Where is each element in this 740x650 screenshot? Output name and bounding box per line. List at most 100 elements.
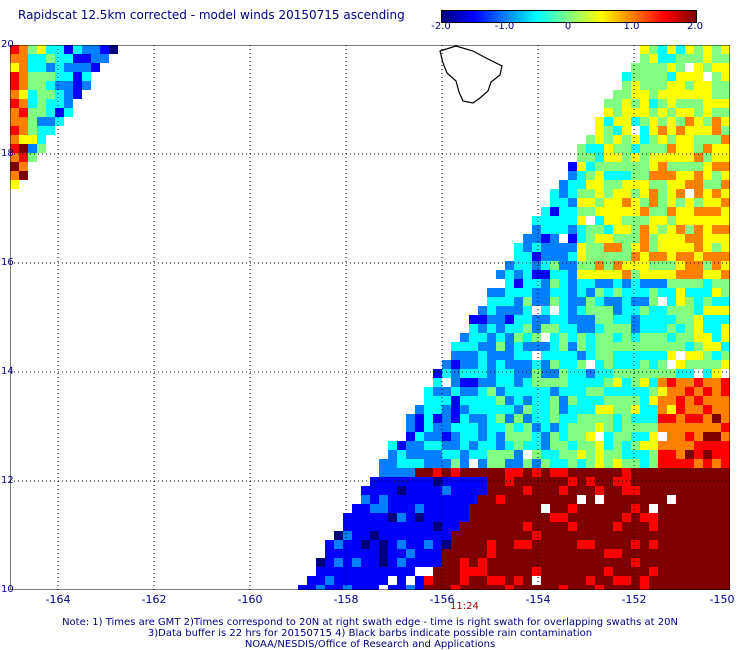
wind-difference-cell [352,531,361,540]
wind-difference-cell [649,279,658,288]
wind-difference-cell [667,414,676,423]
wind-difference-cell [397,531,406,540]
wind-difference-cell [613,441,622,450]
wind-difference-cell [703,252,712,261]
wind-difference-cell [676,144,685,153]
wind-difference-cell [586,369,595,378]
wind-difference-cell [433,540,442,549]
wind-difference-cell [388,513,397,522]
wind-difference-cell [469,468,478,477]
wind-difference-cell [19,135,28,144]
wind-difference-cell [469,378,478,387]
wind-difference-cell [397,486,406,495]
wind-difference-cell [604,522,613,531]
wind-difference-cell [694,333,703,342]
wind-difference-cell [568,432,577,441]
wind-difference-cell [388,558,397,567]
wind-difference-cell [703,54,712,63]
wind-difference-cell [28,72,37,81]
wind-difference-cell [487,558,496,567]
wind-difference-cell [604,234,613,243]
wind-difference-cell [496,549,505,558]
wind-difference-cell [460,450,469,459]
wind-difference-cell [451,351,460,360]
wind-difference-cell [649,549,658,558]
wind-difference-cell [523,531,532,540]
wind-difference-cell [613,351,622,360]
wind-difference-cell [550,513,559,522]
wind-difference-cell [505,333,514,342]
wind-difference-cell [478,378,487,387]
wind-difference-cell [532,585,541,590]
wind-difference-cell [487,414,496,423]
wind-difference-cell [487,297,496,306]
wind-difference-cell [658,549,667,558]
wind-difference-cell [676,567,685,576]
wind-difference-cell [28,90,37,99]
wind-difference-cell [586,378,595,387]
wind-difference-cell [694,396,703,405]
wind-difference-cell [505,270,514,279]
wind-difference-cell [514,450,523,459]
wind-difference-cell [568,360,577,369]
wind-difference-cell [568,459,577,468]
wind-difference-cell [604,441,613,450]
wind-difference-cell [703,558,712,567]
wind-difference-cell [514,351,523,360]
wind-difference-cell [640,342,649,351]
wind-difference-cell [568,234,577,243]
wind-difference-cell [424,477,433,486]
wind-difference-cell [721,360,730,369]
wind-difference-cell [613,144,622,153]
wind-difference-cell [586,315,595,324]
wind-difference-cell [685,495,694,504]
wind-difference-cell [316,558,325,567]
wind-difference-cell [514,540,523,549]
wind-difference-cell [694,423,703,432]
wind-difference-cell [487,324,496,333]
wind-difference-cell [316,567,325,576]
wind-difference-cell [73,45,82,54]
wind-difference-cell [712,72,721,81]
wind-difference-cell [640,162,649,171]
wind-difference-cell [658,261,667,270]
wind-difference-cell [640,387,649,396]
wind-difference-cell [586,144,595,153]
wind-difference-cell [694,189,703,198]
wind-difference-cell [613,207,622,216]
wind-difference-cell [622,414,631,423]
wind-difference-cell [667,72,676,81]
wind-difference-cell [352,540,361,549]
wind-difference-cell [532,495,541,504]
wind-difference-cell [721,54,730,63]
wind-difference-cell [397,504,406,513]
wind-difference-cell [595,180,604,189]
wind-difference-cell [667,315,676,324]
wind-difference-cell [541,495,550,504]
wind-difference-cell [640,153,649,162]
wind-difference-cell [343,549,352,558]
wind-difference-cell [586,189,595,198]
wind-difference-cell [622,90,631,99]
wind-difference-cell [658,72,667,81]
wind-difference-cell [451,405,460,414]
wind-difference-cell [721,459,730,468]
wind-difference-cell [496,432,505,441]
wind-difference-cell [667,567,676,576]
wind-difference-cell [595,135,604,144]
wind-difference-cell [613,432,622,441]
wind-difference-cell [640,252,649,261]
wind-difference-cell [667,99,676,108]
wind-difference-cell [541,513,550,522]
wind-difference-cell [496,540,505,549]
wind-difference-cell [523,567,532,576]
wind-difference-cell [586,171,595,180]
wind-difference-cell [424,387,433,396]
wind-difference-cell [478,468,487,477]
wind-difference-cell [676,486,685,495]
wind-difference-cell [712,162,721,171]
wind-difference-cell [703,369,712,378]
wind-difference-cell [694,378,703,387]
wind-difference-cell [586,495,595,504]
wind-difference-cell [694,153,703,162]
